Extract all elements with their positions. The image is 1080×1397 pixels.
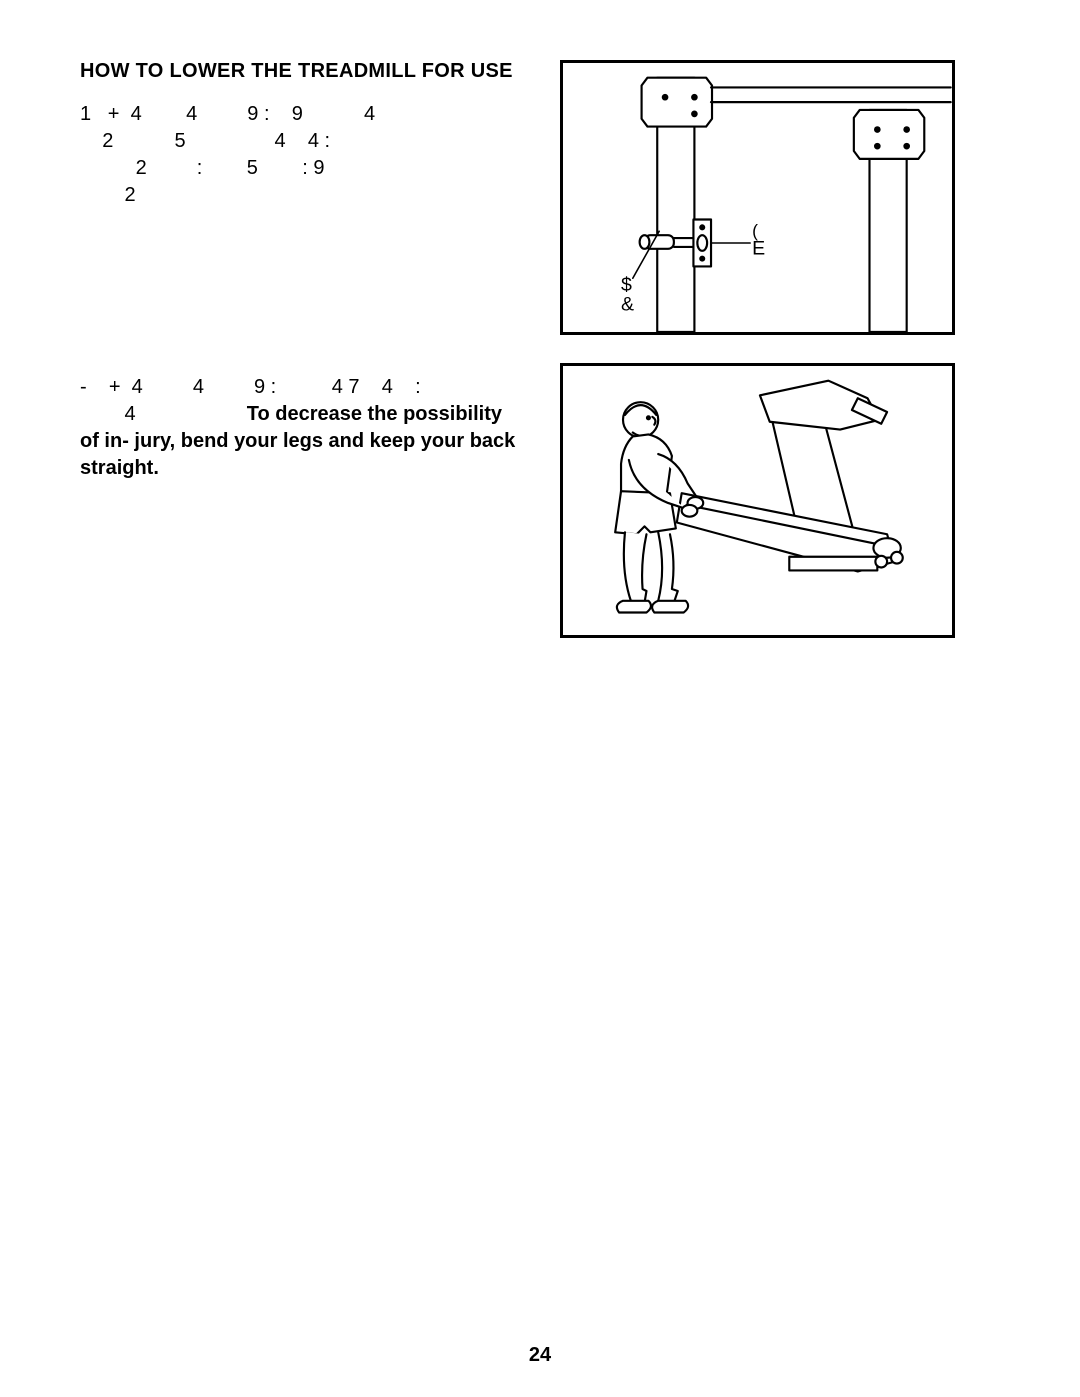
figure-2-lowering	[560, 363, 955, 638]
step1-line-2: 2 : 5 : 9	[80, 157, 325, 179]
step1-line-0: 1 + 4 4 9 : 9 4	[80, 103, 375, 125]
figure-1-svg: ( E $ &	[563, 63, 952, 332]
fig1-e-label: E	[752, 238, 765, 260]
fig1-amp-label: &	[621, 293, 634, 315]
step2-text: - + 4 4 9 : 4 7 4 : 4 To decrease the po…	[80, 374, 520, 482]
step1-text: 1 + 4 4 9 : 9 4 2 5 4 4 : 2 : 5 : 9 2	[80, 101, 520, 209]
step1-line-1: 2 5 4 4 :	[80, 130, 330, 152]
page-number: 24	[0, 1344, 1080, 1367]
step1-line-3: 2	[80, 184, 136, 206]
figure-1-latch: ( E $ &	[560, 60, 955, 335]
figure-2-svg	[563, 366, 952, 635]
section-title: HOW TO LOWER THE TREADMILL FOR USE	[80, 60, 520, 83]
